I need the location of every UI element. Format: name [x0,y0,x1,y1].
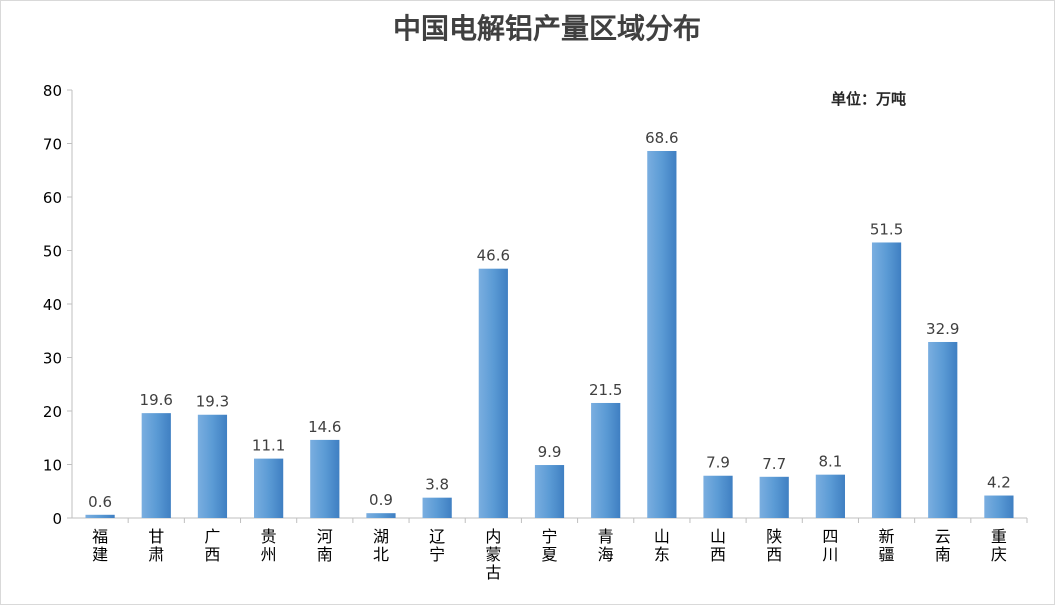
bar [815,474,845,518]
bar [647,150,677,519]
category-label: 新疆 [879,527,895,564]
category-label: 山西 [710,527,726,564]
value-label: 7.7 [762,455,786,473]
bar [197,414,228,518]
value-label: 46.6 [477,247,510,265]
value-label: 21.5 [589,381,622,399]
category-label: 内蒙古 [485,527,501,582]
category-label: 河南 [317,527,333,564]
bar [534,465,565,518]
value-labels: 0.6 19.6 19.3 11.1 14.6 0.9 3.8 46.6 9.9 21.5 68.6… [88,129,1011,511]
unit-label: 单位：万吨 [831,90,906,108]
y-tick-label: 80 [43,82,62,100]
y-tick-label: 70 [43,136,62,154]
bar [984,495,1014,518]
category-label: 辽宁 [429,527,445,564]
chart-title: 中国电解铝产量区域分布 [393,12,701,45]
value-label: 4.2 [987,474,1011,492]
value-label: 51.5 [870,220,903,238]
value-label: 11.1 [252,437,285,455]
value-label: 3.8 [425,476,449,494]
bar [85,514,115,518]
category-label: 云南 [935,527,951,564]
bar [703,475,733,518]
value-label: 8.1 [818,453,842,471]
category-label: 宁夏 [541,527,557,564]
bar [759,476,789,518]
category-label: 湖北 [373,527,389,564]
value-label: 9.9 [538,443,562,461]
bar [928,341,958,518]
bars [85,150,1014,519]
y-tick-label: 50 [43,243,62,261]
y-tick-label: 60 [43,189,62,207]
value-label: 0.9 [369,491,393,509]
bar [478,268,508,518]
category-label: 青海 [598,527,614,564]
value-label: 68.6 [645,129,678,147]
bar [366,513,396,518]
value-label: 19.3 [196,393,229,411]
y-tick-label: 30 [43,350,62,368]
category-label: 贵州 [261,527,277,564]
bar [141,413,171,518]
category-label: 四川 [822,527,838,564]
bar [254,458,284,518]
bar [310,439,340,518]
category-label: 广西 [204,527,220,564]
bar [871,242,902,518]
value-label: 32.9 [926,320,959,338]
y-tick-label: 0 [52,510,62,528]
y-tick-label: 20 [43,403,62,421]
category-label: 福建 [92,527,108,564]
category-label: 重庆 [991,527,1007,564]
value-label: 14.6 [308,418,341,436]
y-tick-label: 10 [43,457,62,475]
bar [422,497,452,518]
category-label: 山东 [654,527,670,564]
x-axis-labels: 福建 甘肃 广西 贵州 河南 湖北 辽宁 内蒙古 宁夏 青海 山东 山西 陕西 四川 新疆 云南 重庆 [92,518,1028,582]
y-tick-label: 40 [43,296,62,314]
category-label: 陕西 [766,527,782,564]
category-label: 甘肃 [148,527,164,564]
value-label: 0.6 [88,493,112,511]
bar [591,402,621,518]
value-label: 19.6 [140,391,173,409]
value-label: 7.9 [706,454,730,472]
